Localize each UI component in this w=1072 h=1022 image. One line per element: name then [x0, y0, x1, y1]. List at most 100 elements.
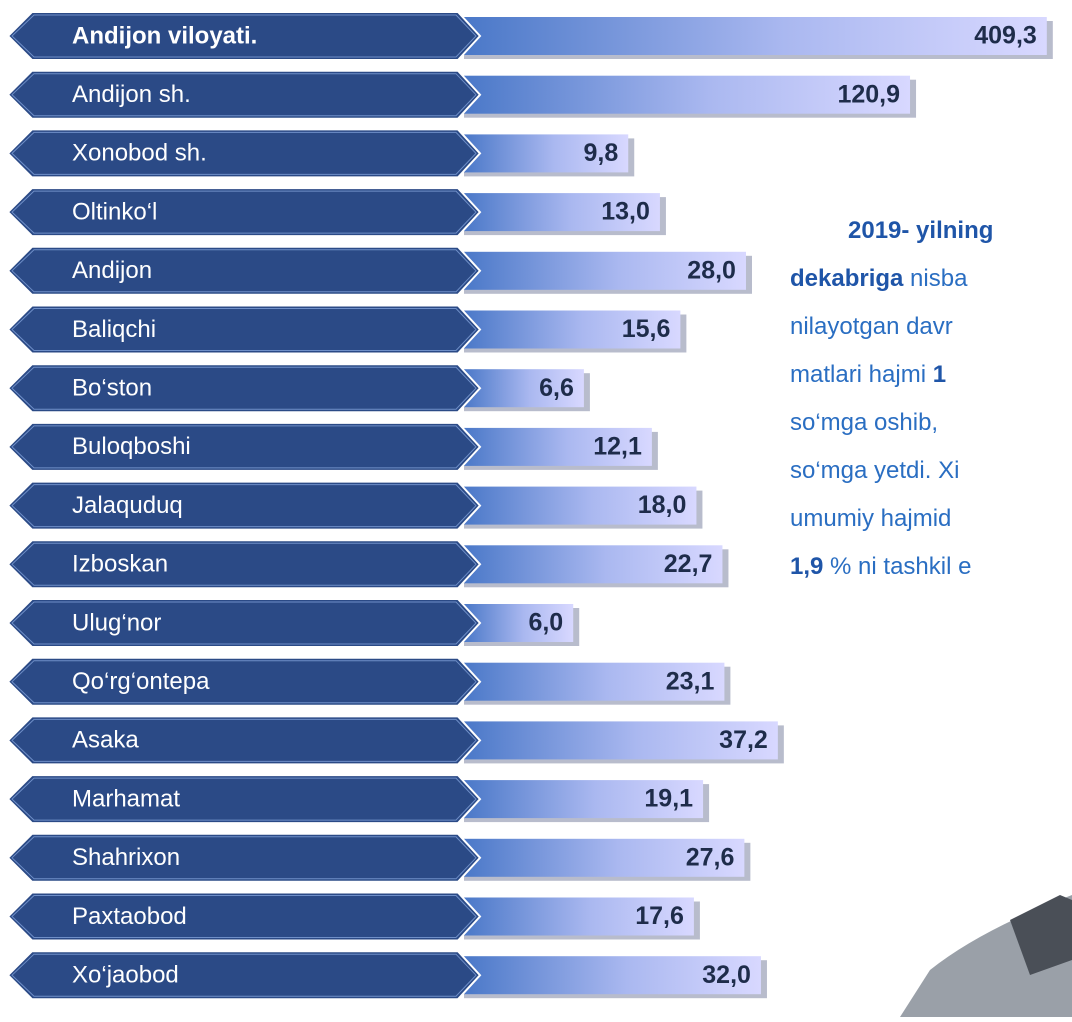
category-box-outline: [11, 366, 477, 410]
bar: [464, 604, 574, 642]
value-label: 28,0: [687, 256, 736, 284]
annotation-text: umumiy hajmid: [790, 505, 951, 532]
category-box: [6, 187, 482, 238]
value-label: 37,2: [719, 726, 768, 754]
category-label: Izboskan: [72, 551, 168, 578]
category-label: Andijon: [72, 257, 152, 284]
category-box: [6, 774, 482, 825]
category-box: [6, 950, 482, 1001]
value-label: 6,6: [539, 374, 574, 402]
annotation-line: umumiy hajmid: [790, 505, 951, 532]
value-label: 27,6: [686, 843, 735, 871]
value-label: 6,0: [528, 609, 563, 637]
annotation-line: dekabriga nisba: [790, 265, 968, 292]
annotation-text: so‘mga oshib,: [790, 409, 938, 436]
category-box: [6, 539, 482, 590]
bar: [464, 956, 761, 995]
category-box-outline: [11, 542, 477, 586]
value-label: 18,0: [638, 491, 687, 519]
category-label: Andijon viloyati.: [72, 22, 257, 49]
annotation-text: matlari hajmi: [790, 361, 933, 388]
annotation-text: nilayotgan davr: [790, 313, 953, 340]
category-label: Baliqchi: [72, 316, 156, 343]
bar: [464, 838, 745, 877]
annotation-text: 1: [933, 361, 946, 388]
value-label: 15,6: [622, 315, 671, 343]
annotation-text: nisba: [903, 265, 968, 292]
category-box-outline: [11, 660, 477, 704]
value-label: 22,7: [664, 550, 713, 578]
bar: [464, 897, 694, 936]
category-label: Marhamat: [72, 785, 180, 812]
value-label: 12,1: [593, 433, 642, 461]
value-label: 409,3: [974, 22, 1037, 50]
annotation-text: so‘mga yetdi. Xi: [790, 457, 959, 484]
category-box-outline: [11, 777, 477, 821]
bar: [464, 427, 652, 466]
category-label: Andijon sh.: [72, 81, 191, 108]
category-label: Xonobod sh.: [72, 140, 207, 167]
bar: [464, 721, 778, 760]
category-label: Bo‘ston: [72, 375, 152, 402]
bar: [464, 545, 723, 584]
category-box: [6, 128, 482, 179]
annotation-line: 2019- yilning: [848, 217, 993, 244]
category-box-outline: [11, 895, 477, 938]
category-box-outline: [11, 14, 477, 58]
bar: [464, 75, 911, 114]
category-box-outline: [11, 718, 477, 762]
annotation-line: nilayotgan davr: [790, 313, 953, 340]
category-box: [6, 421, 482, 472]
category-box-outline: [11, 73, 477, 117]
bar: [464, 780, 704, 819]
category-label: Shahrixon: [72, 844, 180, 871]
value-label: 9,8: [583, 139, 618, 167]
bar: [464, 486, 697, 525]
car-illustration: [900, 895, 1072, 1017]
category-box-outline: [11, 484, 477, 528]
category-box-outline: [11, 836, 477, 880]
category-label: Buloqboshi: [72, 433, 191, 460]
value-label: 13,0: [601, 198, 650, 226]
annotation-line: matlari hajmi 1: [790, 361, 946, 388]
category-box: [6, 891, 482, 942]
category-label: Jalaquduq: [72, 492, 183, 519]
category-box: [6, 245, 482, 296]
annotation-line: so‘mga oshib,: [790, 409, 938, 436]
category-box: [6, 832, 482, 883]
annotation-text: 2019- yilning: [848, 217, 993, 244]
bar: [464, 369, 584, 408]
category-box-outline: [11, 249, 477, 293]
category-label: Ulug‘nor: [72, 609, 161, 636]
annotation-text: dekabriga: [790, 265, 904, 292]
category-label: Asaka: [72, 727, 139, 754]
category-box: [6, 363, 482, 414]
category-label: Paxtaobod: [72, 903, 187, 930]
category-box-outline: [11, 425, 477, 469]
value-label: 17,6: [635, 902, 684, 930]
annotation-line: so‘mga yetdi. Xi: [790, 457, 959, 484]
annotation-text: % ni tashkil e: [823, 553, 971, 580]
value-label: 120,9: [837, 80, 900, 108]
category-box: [6, 598, 482, 648]
category-box-outline: [11, 131, 477, 175]
category-box: [6, 304, 482, 355]
bar: [464, 17, 1047, 55]
annotation-text: 1,9: [790, 553, 823, 580]
value-label: 19,1: [644, 785, 693, 813]
annotation-line: 1,9 % ni tashkil e: [790, 553, 971, 580]
value-label: 32,0: [702, 961, 751, 989]
category-box: [6, 11, 482, 61]
category-box-outline: [11, 953, 477, 997]
bar: [464, 310, 681, 349]
category-box: [6, 656, 482, 707]
bar: [464, 662, 725, 701]
category-label: Xo‘jaobod: [72, 962, 179, 989]
bar: [464, 134, 629, 173]
category-box: [6, 715, 482, 766]
category-label: Oltinko‘l: [72, 198, 157, 225]
category-box-outline: [11, 601, 477, 645]
category-box-outline: [11, 190, 477, 234]
